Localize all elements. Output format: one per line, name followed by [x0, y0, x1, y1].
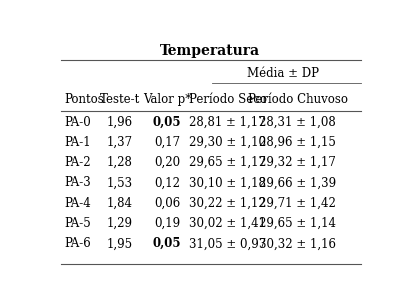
- Text: 1,28: 1,28: [106, 156, 132, 169]
- Text: 0,19: 0,19: [154, 217, 180, 230]
- Text: Período Chuvoso: Período Chuvoso: [247, 93, 347, 106]
- Text: 1,29: 1,29: [106, 217, 132, 230]
- Text: 31,05 ± 0,97: 31,05 ± 0,97: [189, 237, 265, 250]
- Text: 29,65 ± 1,17: 29,65 ± 1,17: [189, 156, 265, 169]
- Text: PA-2: PA-2: [64, 156, 90, 169]
- Text: 0,12: 0,12: [154, 176, 180, 190]
- Text: Valor p*: Valor p*: [143, 93, 191, 106]
- Text: PA-3: PA-3: [64, 176, 90, 190]
- Text: 28,96 ± 1,15: 28,96 ± 1,15: [258, 136, 335, 149]
- Text: 0,20: 0,20: [154, 156, 180, 169]
- Text: 29,65 ± 1,14: 29,65 ± 1,14: [258, 217, 335, 230]
- Text: 0,05: 0,05: [153, 116, 181, 129]
- Text: 30,10 ± 1,18: 30,10 ± 1,18: [189, 176, 265, 190]
- Text: Pontos: Pontos: [64, 93, 103, 106]
- Text: 29,66 ± 1,39: 29,66 ± 1,39: [258, 176, 335, 190]
- Text: 30,02 ± 1,41: 30,02 ± 1,41: [189, 217, 265, 230]
- Text: 29,32 ± 1,17: 29,32 ± 1,17: [258, 156, 335, 169]
- Text: 0,05: 0,05: [153, 237, 181, 250]
- Text: 1,37: 1,37: [106, 136, 132, 149]
- Text: 1,96: 1,96: [106, 116, 132, 129]
- Text: PA-0: PA-0: [64, 116, 90, 129]
- Text: PA-5: PA-5: [64, 217, 90, 230]
- Text: 29,71 ± 1,42: 29,71 ± 1,42: [258, 197, 335, 210]
- Text: 1,84: 1,84: [106, 197, 132, 210]
- Text: Média ± DP: Média ± DP: [247, 67, 319, 80]
- Text: 0,06: 0,06: [154, 197, 180, 210]
- Text: Temperatura: Temperatura: [160, 44, 260, 58]
- Text: 30,32 ± 1,16: 30,32 ± 1,16: [258, 237, 335, 250]
- Text: 0,17: 0,17: [154, 136, 180, 149]
- Text: 1,53: 1,53: [106, 176, 132, 190]
- Text: 30,22 ± 1,12: 30,22 ± 1,12: [189, 197, 265, 210]
- Text: Período Seco: Período Seco: [188, 93, 266, 106]
- Text: PA-4: PA-4: [64, 197, 90, 210]
- Text: Teste-t: Teste-t: [99, 93, 139, 106]
- Text: 28,81 ± 1,17: 28,81 ± 1,17: [189, 116, 265, 129]
- Text: 29,30 ± 1,10: 29,30 ± 1,10: [189, 136, 265, 149]
- Text: PA-1: PA-1: [64, 136, 90, 149]
- Text: PA-6: PA-6: [64, 237, 90, 250]
- Text: 1,95: 1,95: [106, 237, 132, 250]
- Text: 28,31 ± 1,08: 28,31 ± 1,08: [258, 116, 335, 129]
